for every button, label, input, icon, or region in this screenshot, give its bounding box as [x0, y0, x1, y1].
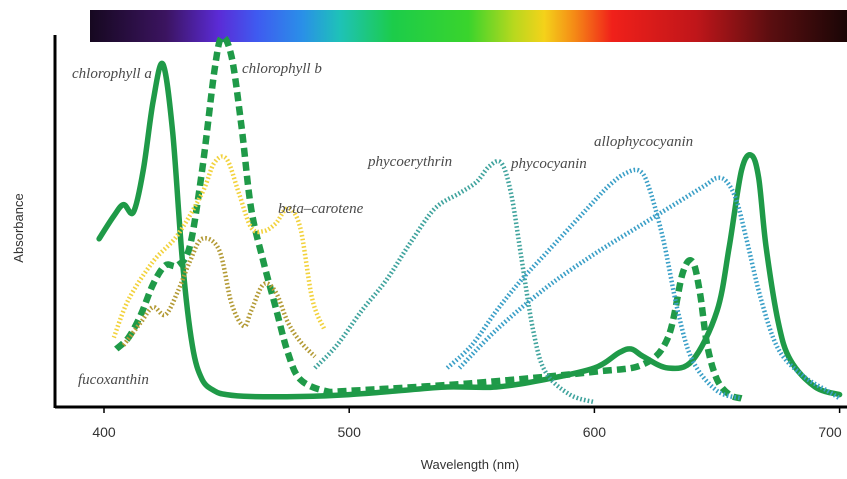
label-chlorophyll-a: chlorophyll a — [72, 66, 152, 82]
label-chlorophyll-b: chlorophyll b — [242, 61, 322, 77]
series-line-chlorophyll-a — [96, 60, 843, 400]
y-axis-title: Absorbance — [11, 193, 26, 262]
x-tick-label: 500 — [338, 424, 362, 440]
x-tick-label: 400 — [92, 424, 116, 440]
x-axis-ticks: 400 500 600 700 — [92, 407, 842, 440]
series-line-allophycocyanin — [457, 175, 841, 401]
label-allophycocyanin: allophycocyanin — [594, 134, 693, 150]
series-line-phycocyanin — [445, 167, 743, 401]
series-line-chlorophyll-b — [114, 33, 743, 402]
plot-series — [96, 33, 843, 405]
series-line-beta-carotene — [111, 154, 327, 339]
label-phycoerythrin: phycoerythrin — [367, 154, 452, 170]
x-tick-label: 700 — [818, 424, 842, 440]
label-phycocyanin: phycocyanin — [510, 156, 587, 172]
x-tick-label: 600 — [583, 424, 607, 440]
visible-spectrum-bar — [90, 10, 847, 42]
series-line-fucoxanthin — [121, 236, 317, 359]
label-beta-carotene: beta–carotene — [278, 201, 364, 217]
series-labels: chlorophyll a chlorophyll b beta–caroten… — [72, 61, 693, 388]
label-fucoxanthin: fucoxanthin — [78, 372, 149, 388]
x-axis-title: Wavelength (nm) — [421, 457, 520, 472]
